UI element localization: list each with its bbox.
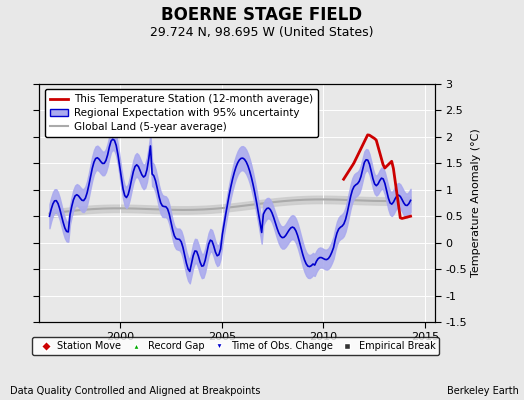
Text: BOERNE STAGE FIELD: BOERNE STAGE FIELD [161,6,363,24]
Text: Data Quality Controlled and Aligned at Breakpoints: Data Quality Controlled and Aligned at B… [10,386,261,396]
Legend: This Temperature Station (12-month average), Regional Expectation with 95% uncer: This Temperature Station (12-month avera… [45,89,318,137]
Y-axis label: Temperature Anomaly (°C): Temperature Anomaly (°C) [471,129,481,277]
Legend: Station Move, Record Gap, Time of Obs. Change, Empirical Break: Station Move, Record Gap, Time of Obs. C… [32,337,440,355]
Text: 29.724 N, 98.695 W (United States): 29.724 N, 98.695 W (United States) [150,26,374,39]
Text: Berkeley Earth: Berkeley Earth [447,386,519,396]
